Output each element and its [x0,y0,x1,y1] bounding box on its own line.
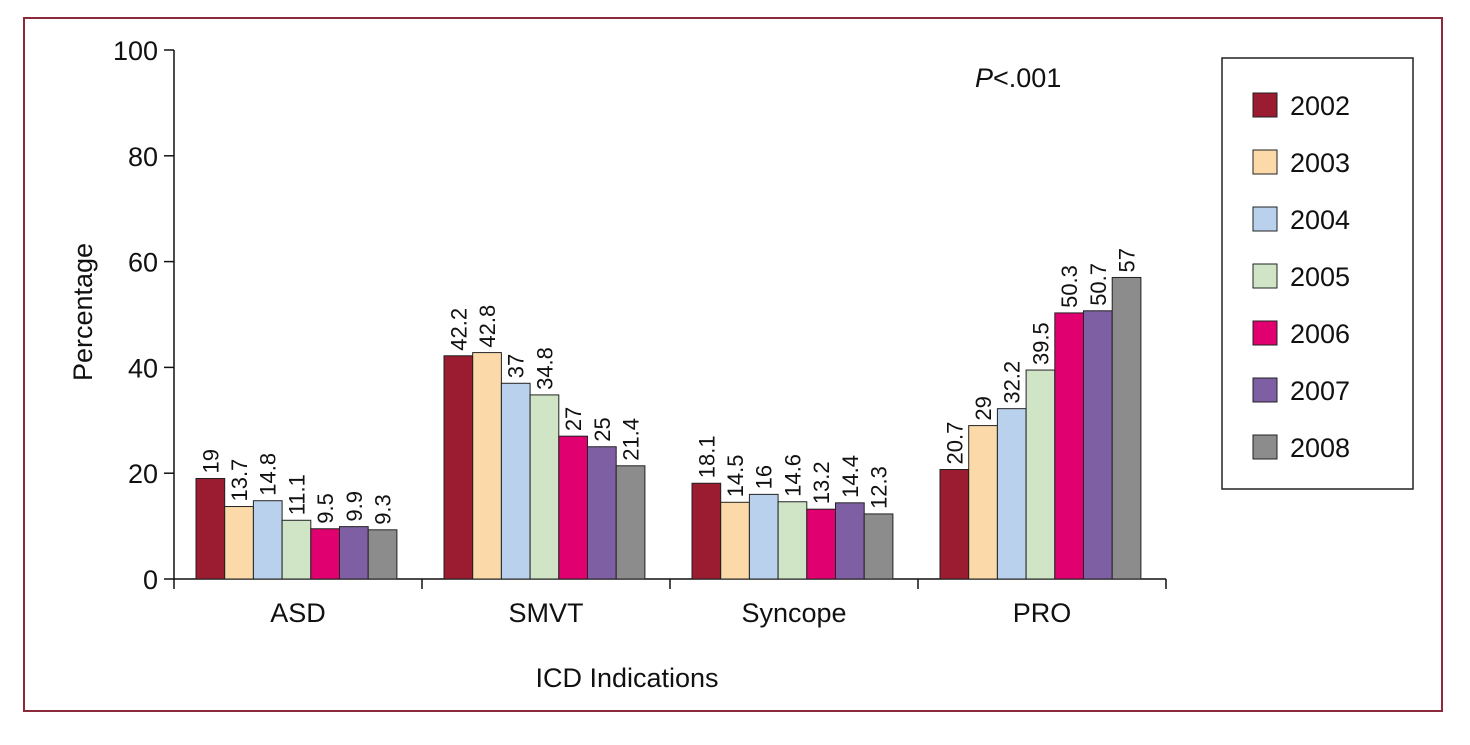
legend-swatch-2006 [1252,320,1278,346]
data-label-2008-PRO: 57 [1115,248,1140,272]
data-label-2006-Syncope: 13.2 [809,461,834,504]
bar-2005-SMVT [529,394,560,580]
bar-2005-ASD [281,519,312,580]
data-label-2008-SMVT: 21.4 [619,418,644,461]
bar-2006-SMVT [558,435,588,580]
bar-2002-PRO [939,468,970,580]
data-label-2005-Syncope: 14.6 [780,454,805,497]
y-tick-label: 60 [128,248,158,278]
data-label-2004-ASD: 14.8 [256,453,281,496]
data-label-2007-PRO: 50.7 [1086,263,1111,306]
bar-2006-Syncope [806,508,836,580]
bar-2007-PRO [1083,310,1113,580]
data-label-2006-ASD: 9.5 [313,493,338,524]
legend-swatch-2004 [1252,206,1278,232]
legend-swatch-2005 [1252,263,1278,289]
legend-swatch-2007 [1252,377,1278,403]
data-label-2005-PRO: 39.5 [1028,322,1053,365]
y-tick-label: 20 [128,459,158,489]
bar-2002-SMVT [443,355,474,580]
data-label-2002-Syncope: 18.1 [694,435,719,478]
y-tick-label: 100 [113,36,158,66]
y-tick-label: 40 [128,353,158,383]
legend-label-2004: 2004 [1290,205,1350,235]
y-axis-title: Percentage [68,243,98,381]
x-axis-title: ICD Indications [535,663,718,693]
legend-label-2003: 2003 [1290,148,1350,178]
bar-2002-ASD [195,477,226,580]
chart-frame [23,17,1443,712]
data-label-2004-SMVT: 37 [504,354,529,378]
data-label-2007-Syncope: 14.4 [838,455,863,498]
data-label-2005-ASD: 11.1 [284,474,309,515]
bar-2004-ASD [252,500,283,580]
bar-2003-Syncope [720,501,750,580]
x-ticks [173,579,1167,589]
data-label-2003-ASD: 13.7 [227,459,252,502]
legend-label-2008: 2008 [1290,433,1350,463]
data-label-2004-PRO: 32.2 [1000,361,1025,404]
legend-label-2006: 2006 [1290,319,1350,349]
legend-swatch-2008 [1252,434,1278,460]
data-label-2007-SMVT: 25 [590,417,615,441]
legend-label-2007: 2007 [1290,376,1350,406]
data-label-2003-Syncope: 14.5 [723,454,748,497]
data-label-2002-ASD: 19 [198,449,223,473]
data-label-2003-SMVT: 42.8 [475,305,500,348]
data-label-2002-PRO: 20.7 [942,422,967,465]
data-label-2007-ASD: 9.9 [342,491,367,522]
category-label: PRO [1013,598,1072,628]
bars [195,276,1142,580]
bar-2008-PRO [1111,276,1142,580]
bar-2003-ASD [224,506,254,580]
data-label-2004-Syncope: 16 [752,465,777,489]
data-label-2008-Syncope: 12.3 [867,466,892,509]
bar-2002-Syncope [691,482,722,580]
bar-2008-Syncope [863,513,894,580]
data-label-2008-ASD: 9.3 [371,494,396,525]
legend: 2002 2003 2004 2005 2006 2007 2008 [1221,57,1414,490]
data-labels: 19 13.7 14.8 11.1 9.5 9.9 9.342.2 42.837 34.827 2… [198,248,1139,525]
bar-2003-SMVT [472,352,502,580]
bar-2007-ASD [339,526,369,580]
bar-2007-SMVT [587,446,617,580]
bar-2005-Syncope [777,501,808,580]
p-value-text: <.001 [993,63,1061,93]
legend-swatch-2002 [1252,92,1278,118]
p-value-prefix: P [975,63,993,93]
bar-2008-ASD [367,529,398,580]
bar-2003-PRO [968,425,998,580]
legend-label-2002: 2002 [1290,91,1350,121]
legend-swatch-2003 [1252,149,1278,175]
bar-2006-PRO [1054,312,1085,580]
data-label-2006-PRO: 50.3 [1057,265,1082,308]
y-tick-label: 0 [143,565,158,595]
bar-2004-PRO [996,408,1027,580]
bar-2004-Syncope [748,493,779,580]
bar-2007-Syncope [835,502,865,580]
bar-2006-ASD [310,528,340,580]
bar-2005-PRO [1025,369,1056,580]
data-label-2006-SMVT: 27 [561,407,586,431]
bar-2004-SMVT [500,382,531,580]
category-label: SMVT [508,598,583,628]
data-label-2002-SMVT: 42.2 [446,308,471,351]
data-label-2005-SMVT: 34.8 [532,347,557,390]
category-label: Syncope [741,598,846,628]
y-ticks: 0 20 40 60 80 100 [113,36,174,595]
category-labels: ASD SMVT Syncope PRO [270,598,1071,628]
y-tick-label: 80 [128,142,158,172]
data-label-2003-PRO: 29 [971,396,996,420]
p-value-annotation: P<.001 [975,63,1061,93]
category-label: ASD [270,598,326,628]
bar-2008-SMVT [615,465,646,580]
legend-label-2005: 2005 [1290,262,1350,292]
